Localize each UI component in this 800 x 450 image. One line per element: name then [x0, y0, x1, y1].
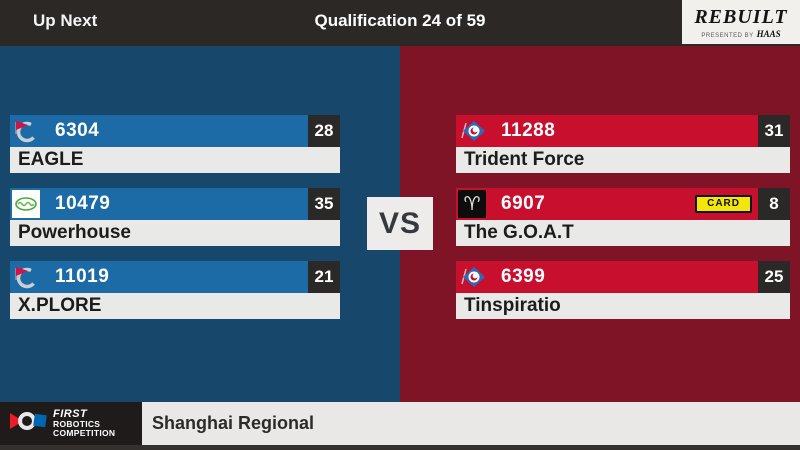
- frc-logo: FIRST ROBOTICS COMPETITION: [0, 402, 142, 445]
- team-rank: 28: [308, 115, 340, 147]
- match-title: Qualification 24 of 59: [314, 11, 486, 30]
- header-bar: Up Next Qualification 24 of 59 REBUILT P…: [0, 0, 800, 46]
- season-logo-subtitle: PRESENTED BY HAAS: [701, 29, 780, 39]
- team-name: X.PLORE: [10, 293, 340, 319]
- team-number: 11288: [501, 120, 556, 141]
- default-flag-avatar-icon: [12, 263, 40, 291]
- team-name: Tinspiratio: [456, 293, 790, 319]
- blue-team-1: 6304 28 EAGLE: [10, 115, 340, 173]
- team-number: 6399: [501, 266, 546, 287]
- ram-skull-avatar-icon: ♈: [458, 190, 486, 218]
- presented-by-label: PRESENTED BY: [701, 32, 754, 39]
- first-eye-avatar-icon: [458, 263, 486, 291]
- team-name: Powerhouse: [10, 220, 340, 246]
- team-rank: 35: [308, 188, 340, 220]
- blue-team-2: 10479 35 Powerhouse: [10, 188, 340, 246]
- match-preview-area: 6304 28 EAGLE 10479 35: [0, 46, 800, 402]
- team-number: 6907: [501, 193, 546, 214]
- frc-logo-line3: COMPETITION: [53, 428, 116, 438]
- season-logo-title: REBUILT: [694, 5, 788, 28]
- team-rank: 8: [758, 188, 790, 220]
- card-badge: CARD: [695, 195, 752, 213]
- red-team-3: 6399 25 Tinspiratio: [456, 261, 790, 319]
- vs-divider: VS: [367, 197, 433, 250]
- team-name: EAGLE: [10, 147, 340, 173]
- team-rank: 31: [758, 115, 790, 147]
- footer-bottom-strip: [0, 445, 800, 450]
- team-number: 11019: [55, 266, 110, 287]
- event-name: Shanghai Regional: [152, 413, 315, 433]
- team-number: 6304: [55, 120, 100, 141]
- team-name: Trident Force: [456, 147, 790, 173]
- footer-bar: Shanghai Regional FIRST ROBOTICS COMPETI…: [0, 402, 800, 450]
- team-number: 10479: [55, 193, 111, 214]
- up-next-label: Up Next: [33, 11, 98, 30]
- red-team-1: 11288 31 Trident Force: [456, 115, 790, 173]
- first-eye-avatar-icon: [458, 117, 486, 145]
- red-team-2: ♈ 6907 CARD 8 The G.O.A.T: [456, 188, 790, 246]
- blue-team-3: 11019 21 X.PLORE: [10, 261, 340, 319]
- frc-logo-icon: [8, 406, 48, 441]
- frc-logo-line1: FIRST: [53, 408, 88, 420]
- team-name: The G.O.A.T: [456, 220, 790, 246]
- default-flag-avatar-icon: [12, 117, 40, 145]
- team-rank: 21: [308, 261, 340, 293]
- team-rank: 25: [758, 261, 790, 293]
- season-logo: REBUILT PRESENTED BY HAAS: [682, 0, 800, 44]
- vs-label: VS: [378, 206, 422, 240]
- sponsor-logo: HAAS: [756, 28, 781, 39]
- green-logo-avatar-icon: [12, 190, 40, 218]
- frc-logo-line2: ROBOTICS: [53, 419, 101, 429]
